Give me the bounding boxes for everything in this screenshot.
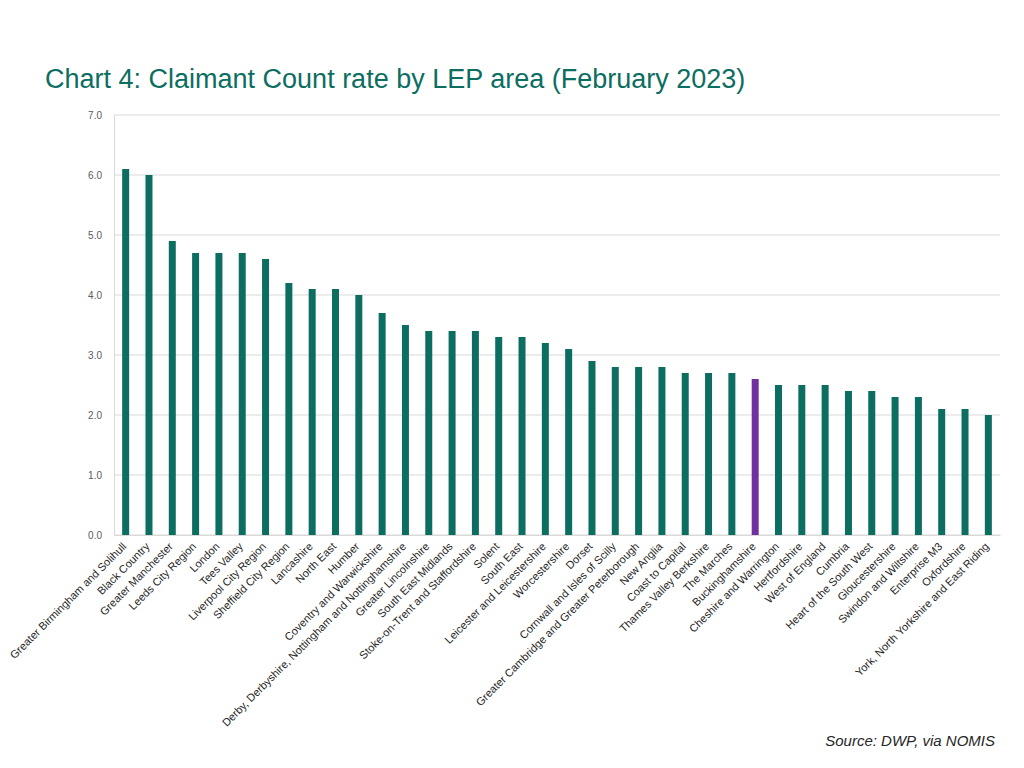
y-tick: 5.0	[88, 230, 114, 241]
y-tick: 7.0	[88, 110, 114, 121]
bar	[985, 415, 992, 535]
bar	[542, 343, 549, 535]
bar	[588, 361, 595, 535]
y-tick: 2.0	[88, 410, 114, 421]
x-tick-label: Greater Cambridge and Greater Peterborou…	[473, 540, 641, 708]
x-tick: Coventry and Warwickshire	[282, 535, 385, 643]
bar	[169, 241, 176, 535]
grid	[114, 115, 1000, 535]
bar	[658, 367, 665, 535]
y-tick-label: 4.0	[88, 290, 102, 301]
grid-line	[114, 175, 1000, 176]
y-tick: 1.0	[88, 470, 114, 481]
bar	[612, 367, 619, 535]
x-tick-label: Cornwall and Isles of Scilly	[517, 540, 618, 641]
x-tick-label: Leeds City Region	[126, 540, 198, 612]
y-tick-label: 6.0	[88, 170, 102, 181]
bar	[635, 367, 642, 535]
bar	[705, 373, 712, 535]
bar	[752, 379, 759, 535]
source: Source: DWP, via NOMIS	[825, 732, 995, 749]
bar	[868, 391, 875, 535]
y-axis: 0.0 1.0 2.0 3.0 4.0 5.0 6.0 7.0	[88, 110, 114, 541]
bar	[495, 337, 502, 535]
bar	[565, 349, 572, 535]
bar	[962, 409, 969, 535]
bar	[332, 289, 339, 535]
y-tick-label: 7.0	[88, 110, 102, 121]
bar	[822, 385, 829, 535]
bar	[285, 283, 292, 535]
bar	[775, 385, 782, 535]
bar	[728, 373, 735, 535]
y-tick: 4.0	[88, 290, 114, 301]
bar	[425, 331, 432, 535]
grid-line	[114, 235, 1000, 236]
x-axis-line	[115, 535, 1001, 536]
bar	[892, 397, 899, 535]
bar	[379, 313, 386, 535]
y-tick: 0.0	[88, 530, 114, 541]
x-tick-label: Coventry and Warwickshire	[282, 540, 385, 643]
y-tick: 3.0	[88, 350, 114, 361]
bars	[122, 169, 992, 535]
y-tick-label: 3.0	[88, 350, 102, 361]
x-tick: Greater Cambridge and Greater Peterborou…	[473, 535, 641, 708]
grid-line	[114, 475, 1000, 476]
x-tick-label: Heart of the South West	[783, 540, 874, 631]
grid-line	[114, 115, 1000, 116]
bar	[938, 409, 945, 535]
bar	[915, 397, 922, 535]
bar	[682, 373, 689, 535]
x-tick: North East	[293, 535, 338, 585]
x-tick: Leeds City Region	[126, 535, 198, 612]
x-tick-label: Stoke-on-Trent and Staffordshire	[357, 540, 478, 661]
bar	[239, 253, 246, 535]
grid-line	[114, 295, 1000, 296]
grid-line	[114, 415, 1000, 416]
x-tick: Stoke-on-Trent and Staffordshire	[357, 535, 478, 661]
x-tick-label: Cheshire and Warrington	[687, 540, 782, 635]
y-tick-label: 2.0	[88, 410, 102, 421]
bar	[192, 253, 199, 535]
bar	[519, 337, 526, 535]
x-axis: Greater Birmingham and SolihullBlack Cou…	[7, 535, 1000, 729]
y-tick: 6.0	[88, 170, 114, 181]
bar	[449, 331, 456, 535]
x-tick: Cornwall and Isles of Scilly	[517, 535, 618, 641]
y-axis-line	[114, 116, 115, 536]
title: Chart 4: Claimant Count rate by LEP area…	[45, 64, 745, 94]
bar	[472, 331, 479, 535]
grid-line	[114, 535, 1000, 536]
bar	[145, 175, 152, 535]
grid-line	[114, 355, 1000, 356]
bar	[215, 253, 222, 535]
bar	[262, 259, 269, 535]
x-tick-label: York, North Yorkshire and East Riding	[853, 540, 991, 678]
bar	[402, 325, 409, 535]
x-tick: York, North Yorkshire and East Riding	[853, 535, 991, 678]
chart: Chart 4: Claimant Count rate by LEP area…	[0, 0, 1024, 768]
bar	[355, 295, 362, 535]
bar	[309, 289, 316, 535]
bar	[122, 169, 129, 535]
y-tick-label: 1.0	[88, 470, 102, 481]
bar	[845, 391, 852, 535]
y-tick-label: 5.0	[88, 230, 102, 241]
y-tick-label: 0.0	[88, 530, 102, 541]
bar	[798, 385, 805, 535]
